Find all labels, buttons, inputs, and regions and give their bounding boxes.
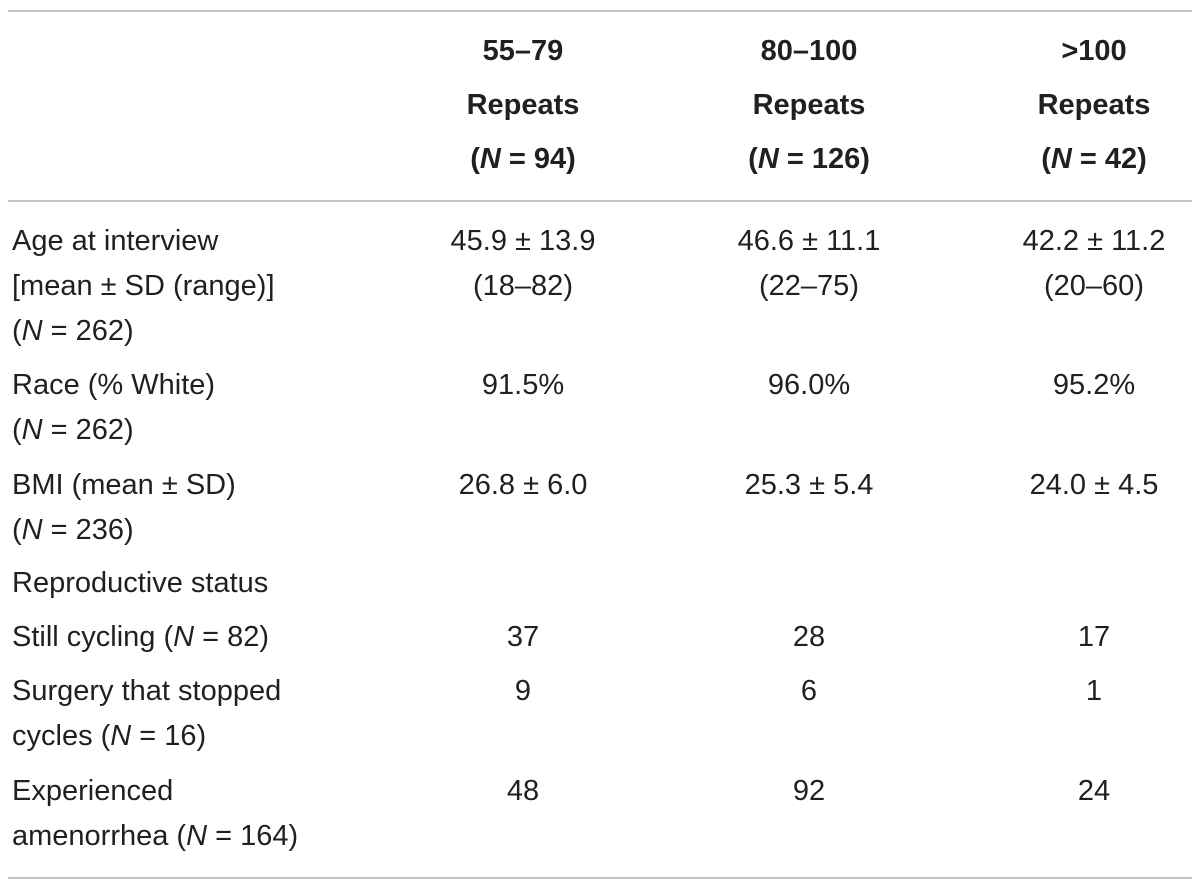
table-cell: 28	[792, 621, 826, 653]
table-cell: 17	[1077, 621, 1111, 653]
header-cell-over-100: >100 Repeats (N = 42)	[964, 24, 1200, 186]
header-n: (N = 94)	[470, 143, 576, 175]
header-word: Repeats	[466, 89, 580, 121]
header-cell-55-79: 55–79 Repeats (N = 94)	[393, 24, 653, 186]
row-label-amenorrhea: Experienced amenorrhea (N = 164)	[12, 775, 299, 852]
header-range: 55–79	[482, 35, 564, 67]
table-cell: 37	[506, 621, 540, 653]
table-cell: 1	[1085, 675, 1103, 707]
table-cell: 24.0 ± 4.5	[1029, 469, 1159, 501]
header-cell-80-100: 80–100 Repeats (N = 126)	[679, 24, 939, 186]
table-cell: 48	[506, 775, 540, 807]
table-cell: 9	[514, 675, 532, 707]
table-cell: 46.6 ± 11.1 (22–75)	[737, 225, 881, 302]
row-label-surgery: Surgery that stopped cycles (N = 16)	[12, 675, 282, 752]
row-label-still-cycling: Still cycling (N = 82)	[12, 621, 270, 653]
row-label-reproductive-status: Reproductive status	[12, 567, 269, 599]
table-cell: 96.0%	[767, 369, 851, 401]
row-label-bmi: BMI (mean ± SD) (N = 236)	[12, 469, 236, 546]
table-cell: 26.8 ± 6.0	[458, 469, 588, 501]
header-n: (N = 126)	[748, 143, 870, 175]
table-cell: 42.2 ± 11.2 (20–60)	[1022, 225, 1166, 302]
table-cell: 25.3 ± 5.4	[744, 469, 874, 501]
header-range: >100	[1061, 35, 1127, 67]
table-cell: 6	[800, 675, 818, 707]
table-cell: 95.2%	[1052, 369, 1136, 401]
table-cell: 91.5%	[481, 369, 565, 401]
row-label-race: Race (% White) (N = 262)	[12, 369, 216, 446]
table-cell: 45.9 ± 13.9 (18–82)	[450, 225, 596, 302]
header-n: (N = 42)	[1041, 143, 1147, 175]
table-cell: 24	[1077, 775, 1111, 807]
row-label-age: Age at interview [mean ± SD (range)] (N …	[12, 225, 275, 347]
header-range: 80–100	[760, 35, 858, 67]
header-rule	[8, 200, 1192, 202]
table-bottom-rule	[8, 877, 1192, 879]
table-cell: 92	[792, 775, 826, 807]
header-word: Repeats	[1037, 89, 1151, 121]
table-top-rule	[8, 10, 1192, 12]
header-word: Repeats	[752, 89, 866, 121]
